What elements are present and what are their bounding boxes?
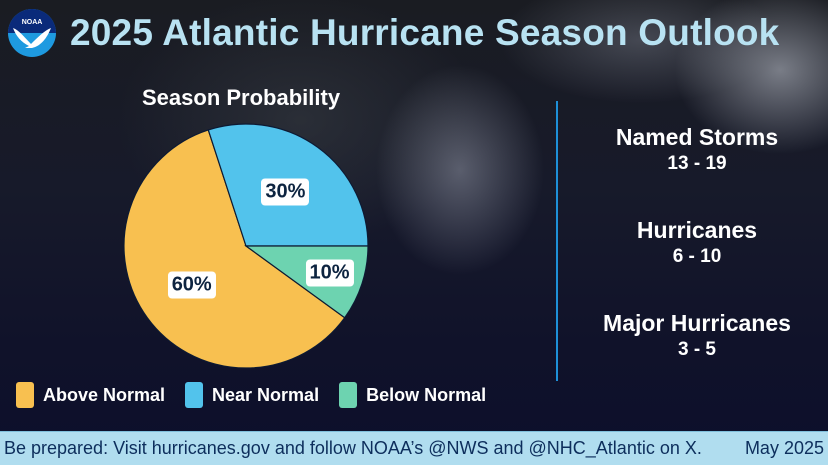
slice-label-near-normal: 30% xyxy=(261,178,310,206)
stat-name: Hurricanes xyxy=(636,217,758,243)
stat-name: Major Hurricanes xyxy=(603,310,791,336)
stat-named-storms: Named Storms 13 - 19 xyxy=(566,124,828,175)
stat-name: Named Storms xyxy=(615,124,779,150)
legend-swatch xyxy=(339,382,358,408)
legend-label: Near Normal xyxy=(212,384,320,405)
legend-label: Above Normal xyxy=(43,384,166,405)
legend-item-near-normal: Near Normal xyxy=(185,382,319,408)
noaa-logo-icon: NOAA xyxy=(8,9,56,57)
stat-value: 13 - 19 xyxy=(667,153,727,174)
footer-date: May 2025 xyxy=(744,438,824,458)
stat-value: 3 - 5 xyxy=(677,339,717,360)
legend-item-above-normal: Above Normal xyxy=(16,382,165,408)
logo-text: NOAA xyxy=(22,19,43,26)
footer-bar: Be prepared: Visit hurricanes.gov and fo… xyxy=(0,431,828,465)
stat-major-hurricanes: Major Hurricanes 3 - 5 xyxy=(566,310,828,361)
slice-label-below-normal: 10% xyxy=(305,259,354,287)
divider xyxy=(556,101,558,381)
chart-title: Season Probability xyxy=(142,85,341,110)
legend-swatch xyxy=(185,382,204,408)
stat-hurricanes: Hurricanes 6 - 10 xyxy=(566,217,828,268)
legend-swatch xyxy=(16,382,34,408)
legend-item-below-normal: Below Normal xyxy=(339,382,486,408)
slice-label-above-normal: 60% xyxy=(167,271,216,299)
chart-legend: Above Normal Near Normal Below Normal xyxy=(16,382,506,408)
page-title: 2025 Atlantic Hurricane Season Outlook xyxy=(70,12,780,53)
footer-message: Be prepared: Visit hurricanes.gov and fo… xyxy=(4,438,702,458)
stat-value: 6 - 10 xyxy=(672,246,722,267)
pie-slice-above-normal xyxy=(123,129,346,369)
legend-label: Below Normal xyxy=(366,384,487,405)
